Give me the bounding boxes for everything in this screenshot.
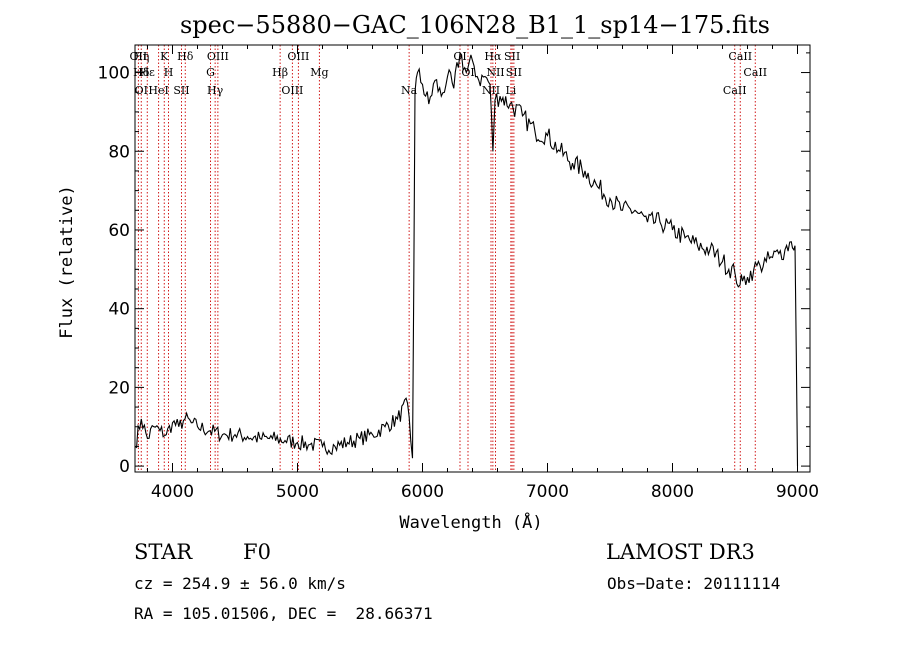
line-marker-label: CaII: [723, 84, 747, 97]
object-class: STAR: [134, 540, 193, 564]
line-marker-label: OIII: [207, 50, 229, 63]
x-axis-label: Wavelength (Å): [399, 511, 542, 533]
line-marker-label: HeI: [148, 84, 168, 97]
line-marker-label: Mg: [310, 66, 328, 79]
line-marker-label: OII: [130, 50, 148, 63]
line-marker-label: Hη: [133, 50, 149, 63]
y-tick-label: 80: [108, 142, 130, 162]
x-tick-label: 4000: [151, 482, 194, 502]
line-marker-label: OI: [135, 84, 148, 97]
x-tick-label: 7000: [526, 482, 569, 502]
line-marker-label: Hα: [484, 50, 502, 63]
spectrum-series-line: [134, 51, 799, 467]
line-marker-label: Hε: [140, 66, 156, 79]
line-marker-label: Hγ: [207, 84, 224, 97]
x-tick-label: 9000: [776, 482, 819, 502]
ra-dec: RA = 105.01506, DEC = 28.66371: [134, 604, 433, 623]
line-marker-label: SII: [506, 66, 522, 79]
line-marker-label: OIII: [287, 50, 309, 63]
line-marker-label: OIII: [281, 84, 303, 97]
x-axis: 4000 5000 6000 7000 8000 9000: [147, 45, 819, 502]
line-marker-label: K: [160, 50, 169, 63]
y-tick-label: 20: [108, 378, 130, 398]
y-tick-label: 60: [108, 221, 130, 241]
y-axis-label: Flux (relative): [57, 185, 77, 339]
chart-title: spec−55880−GAC_106N28_B1_1_sp14−175.fits: [180, 11, 770, 39]
redshift-cz: cz = 254.9 ± 56.0 km/s: [134, 574, 346, 593]
y-tick-label: 100: [98, 64, 130, 84]
line-marker-label: SII: [173, 84, 189, 97]
line-marker-label: SII: [504, 50, 520, 63]
y-tick-label: 40: [108, 300, 130, 320]
line-marker-label: Li: [505, 84, 516, 97]
y-tick-label: 0: [119, 457, 130, 477]
line-marker-label: NII: [486, 66, 504, 79]
line-marker-label: NII: [482, 84, 500, 97]
spectral-line-markers: [137, 45, 756, 472]
plot-frame: [134, 44, 811, 473]
line-marker-label: Hβ: [272, 66, 288, 79]
line-marker-label: G: [206, 66, 215, 79]
line-marker-label: Na: [401, 84, 418, 97]
survey-name: LAMOST DR3: [606, 540, 755, 564]
line-marker-label: CaII: [743, 66, 767, 79]
obs-date: Obs−Date: 20111114: [607, 574, 781, 593]
line-marker-label: CaII: [728, 50, 752, 63]
line-marker-label: H: [164, 66, 174, 79]
x-tick-label: 6000: [401, 482, 444, 502]
y-axis: 0 20 40 60 80 100: [98, 52, 810, 477]
line-marker-label: Hδ: [177, 50, 194, 63]
object-subclass: F0: [243, 540, 271, 564]
x-tick-label: 5000: [276, 482, 319, 502]
x-tick-label: 8000: [651, 482, 694, 502]
